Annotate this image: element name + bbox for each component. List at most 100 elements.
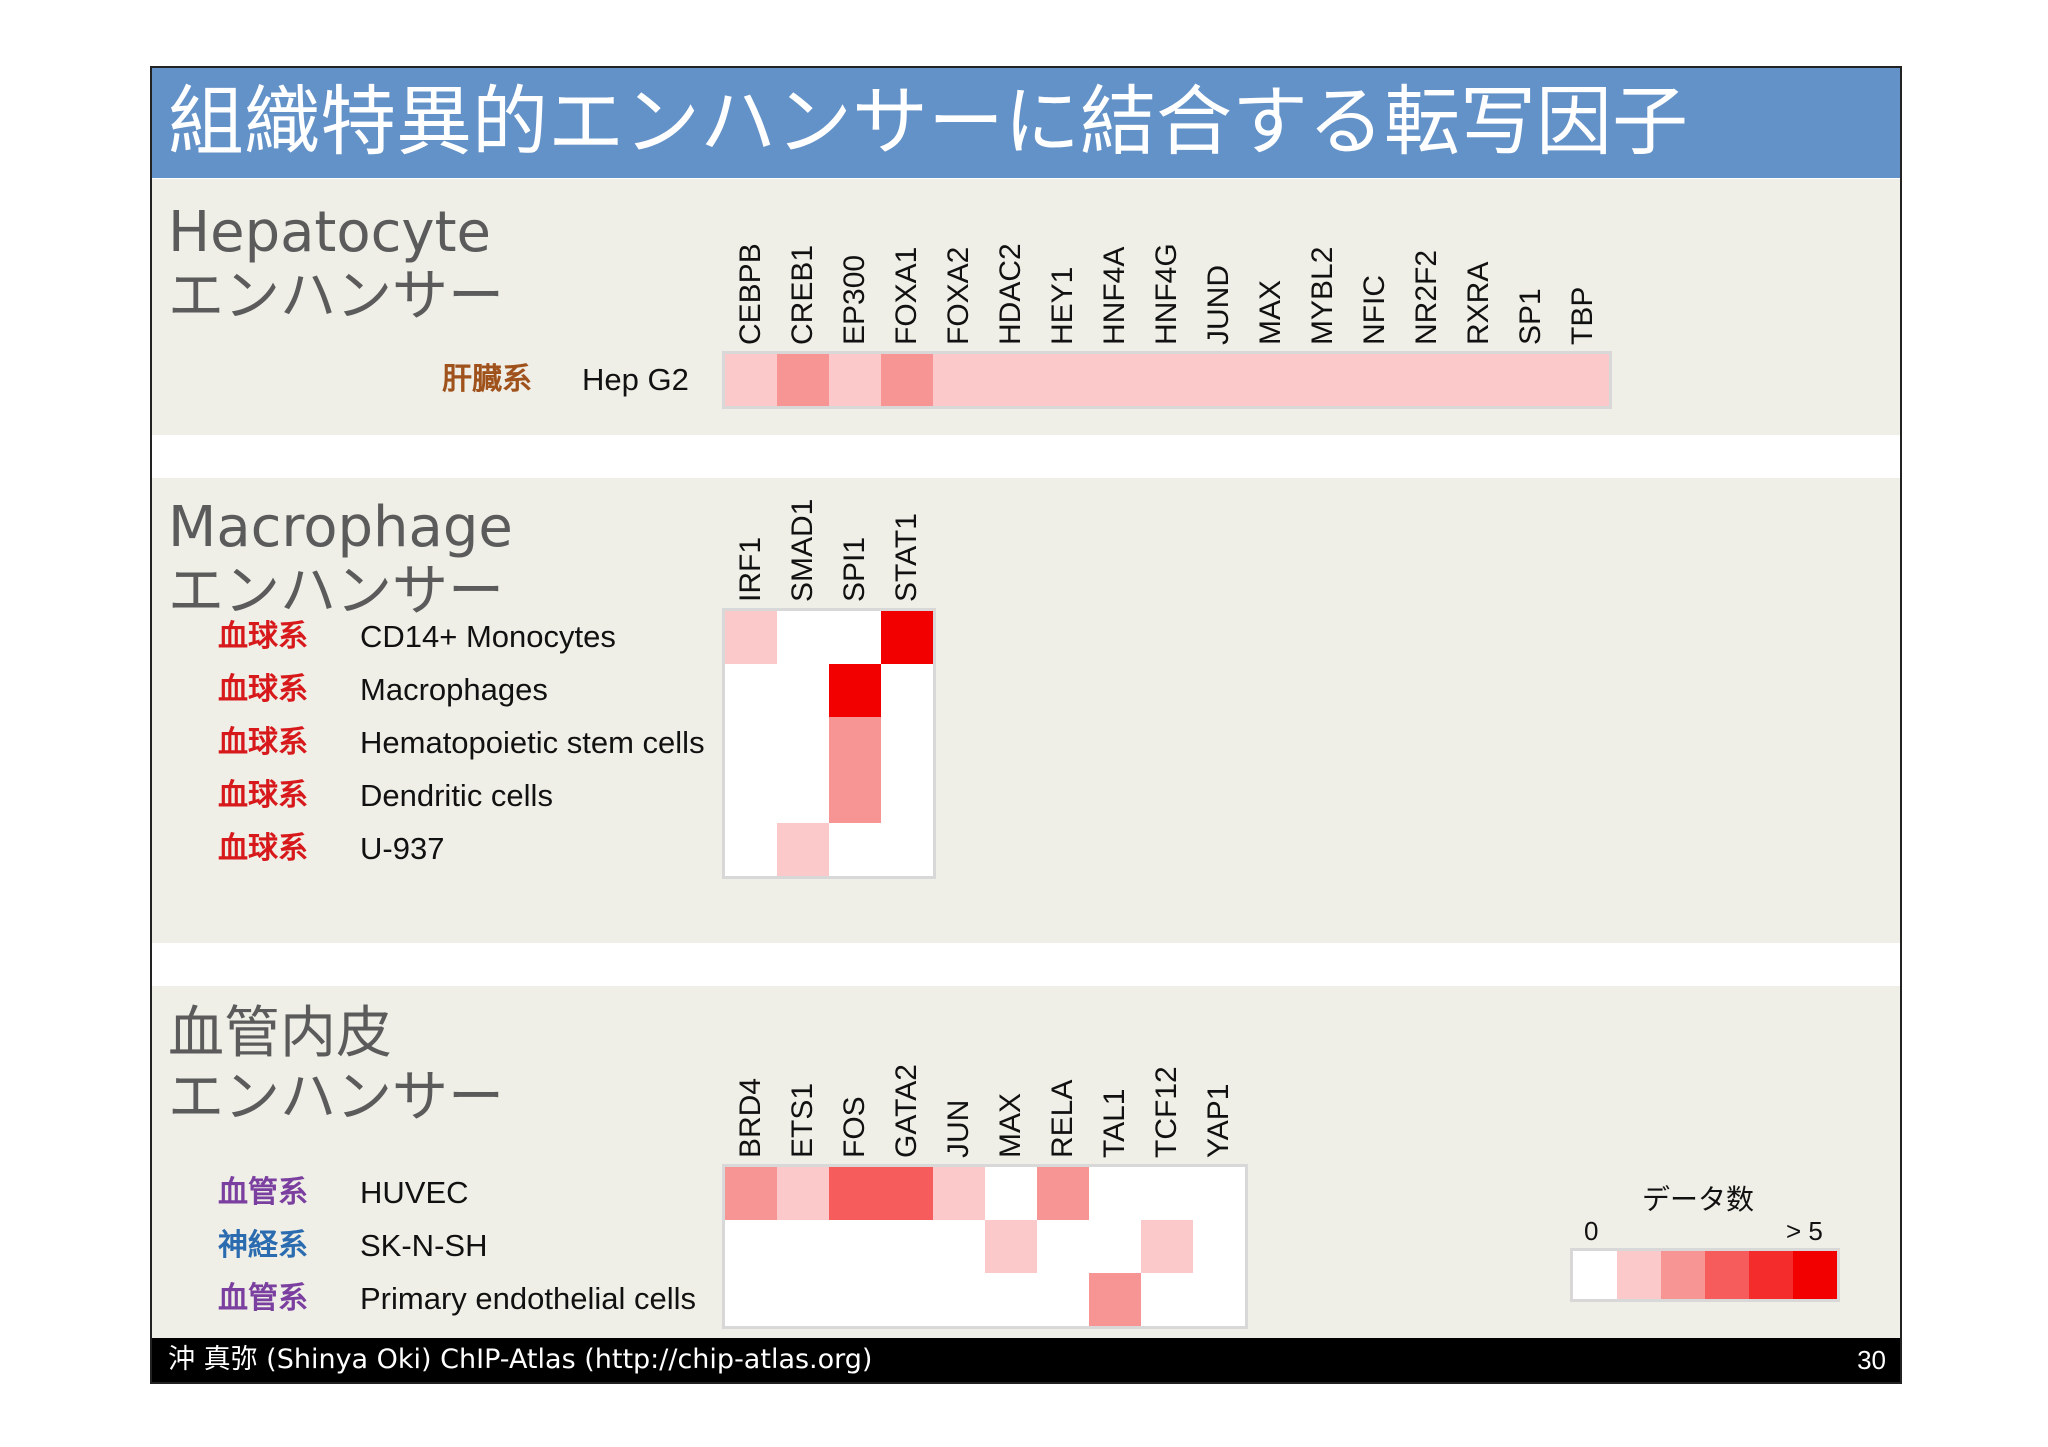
column-label-hdac2: HDAC2 bbox=[994, 243, 1027, 345]
panel-title-line-1: Macrophage bbox=[168, 495, 513, 560]
column-label-sp1: SP1 bbox=[1514, 288, 1547, 345]
heatmap-cell bbox=[1193, 354, 1245, 406]
heatmap-cell bbox=[829, 664, 881, 717]
heatmap-cell bbox=[777, 1273, 829, 1326]
heatmap-grid bbox=[722, 608, 936, 879]
legend-swatch bbox=[1749, 1251, 1793, 1299]
title-bar: 組織特異的エンハンサーに結合する転写因子 bbox=[152, 68, 1900, 178]
column-label-fos: FOS bbox=[838, 1096, 871, 1158]
column-label-tbp: TBP bbox=[1566, 286, 1599, 345]
heatmap-cell bbox=[1037, 1273, 1089, 1326]
slide-title: 組織特異的エンハンサーに結合する転写因子 bbox=[168, 77, 1688, 166]
heatmap-cell bbox=[881, 1273, 933, 1326]
column-label-hey1: HEY1 bbox=[1046, 266, 1079, 345]
heatmap-cell bbox=[933, 1167, 985, 1220]
heatmap-cell bbox=[933, 354, 985, 406]
heatmap-cell bbox=[725, 717, 777, 770]
heatmap-cell bbox=[1453, 354, 1505, 406]
heatmap-cell bbox=[725, 1273, 777, 1326]
panel-title-line-2: エンハンサー bbox=[168, 264, 504, 329]
panel-title-line-1: 血管内皮 bbox=[168, 1001, 392, 1066]
heatmap-cell bbox=[777, 1167, 829, 1220]
row-system-label: 血管系 bbox=[218, 1281, 308, 1316]
row-system-label: 肝臓系 bbox=[442, 362, 532, 397]
footer-text: 沖 真弥 (Shinya Oki) ChIP-Atlas (http://chi… bbox=[168, 1344, 873, 1375]
heatmap-cell bbox=[881, 823, 933, 876]
panel-title-line-1: Hepatocyte bbox=[168, 200, 491, 265]
heatmap-cell bbox=[1245, 354, 1297, 406]
heatmap-cell bbox=[829, 770, 881, 823]
heatmap-cell bbox=[1037, 354, 1089, 406]
row-cell-type-label: U-937 bbox=[360, 831, 445, 866]
heatmap-cell bbox=[829, 1220, 881, 1273]
heatmap-grid bbox=[722, 351, 1612, 409]
legend-swatch bbox=[1617, 1251, 1661, 1299]
heatmap-cell bbox=[985, 1167, 1037, 1220]
column-label-nfic: NFIC bbox=[1358, 275, 1391, 345]
panel-title-macrophage: Macrophage エンハンサー bbox=[168, 496, 513, 624]
legend-title: データ数 bbox=[1642, 1183, 1755, 1216]
panel-title-line-2: エンハンサー bbox=[168, 559, 504, 624]
heatmap-cell bbox=[1089, 1273, 1141, 1326]
column-label-nr2f2: NR2F2 bbox=[1410, 249, 1443, 345]
heatmap-cell bbox=[1141, 1220, 1193, 1273]
heatmap-cell bbox=[933, 1220, 985, 1273]
column-label-mybl2: MYBL2 bbox=[1306, 246, 1339, 345]
column-label-rxra: RXRA bbox=[1462, 261, 1495, 345]
column-label-jun: JUN bbox=[942, 1099, 975, 1158]
heatmap-cell bbox=[1557, 354, 1609, 406]
column-label-yap1: YAP1 bbox=[1202, 1083, 1235, 1159]
heatmap-cell bbox=[1349, 354, 1401, 406]
column-label-max: MAX bbox=[1254, 279, 1287, 345]
heatmap-cell bbox=[881, 664, 933, 717]
panel-title-endothelial: 血管内皮 エンハンサー bbox=[168, 1002, 504, 1130]
legend-min-label: 0 bbox=[1584, 1216, 1599, 1246]
heatmap-cell bbox=[777, 717, 829, 770]
heatmap-cell bbox=[1089, 1167, 1141, 1220]
heatmap-cell bbox=[1037, 1167, 1089, 1220]
heatmap-cell bbox=[881, 354, 933, 406]
heatmap-cell bbox=[881, 770, 933, 823]
column-label-foxa1: FOXA1 bbox=[890, 246, 923, 345]
legend-swatch bbox=[1793, 1251, 1837, 1299]
column-label-gata2: GATA2 bbox=[890, 1064, 923, 1158]
column-label-smad1: SMAD1 bbox=[786, 498, 819, 602]
macrophage-panel: Macrophage エンハンサー IRF1 SMAD1 SPI1 STAT1 血球系 C… bbox=[152, 478, 1900, 943]
row-cell-type-label: CD14+ Monocytes bbox=[360, 619, 616, 654]
heatmap-cell bbox=[725, 1167, 777, 1220]
row-cell-type-label: Primary endothelial cells bbox=[360, 1281, 696, 1316]
heatmap-cell bbox=[881, 717, 933, 770]
heatmap-cell bbox=[777, 354, 829, 406]
heatmap-grid bbox=[722, 1164, 1248, 1329]
column-label-tcf12: TCF12 bbox=[1150, 1066, 1183, 1158]
row-cell-type-label: Macrophages bbox=[360, 672, 548, 707]
row-system-label: 血球系 bbox=[218, 831, 308, 866]
column-label-tal1: TAL1 bbox=[1098, 1088, 1131, 1158]
heatmap-cell bbox=[829, 1273, 881, 1326]
heatmap-cell bbox=[725, 770, 777, 823]
heatmap-cell bbox=[985, 1220, 1037, 1273]
heatmap-cell bbox=[1141, 354, 1193, 406]
heatmap-cell bbox=[829, 823, 881, 876]
row-system-label: 血球系 bbox=[218, 778, 308, 813]
slide: 組織特異的エンハンサーに結合する転写因子 Hepatocyte エンハンサー C… bbox=[150, 66, 1902, 1384]
row-cell-type-label: Dendritic cells bbox=[360, 778, 553, 813]
heatmap-cell bbox=[829, 1167, 881, 1220]
row-cell-type-label: Hep G2 bbox=[582, 362, 689, 397]
heatmap-cell bbox=[725, 664, 777, 717]
row-cell-type-label: Hematopoietic stem cells bbox=[360, 725, 705, 760]
page-number: 30 bbox=[1857, 1345, 1886, 1375]
row-system-label: 神経系 bbox=[218, 1228, 308, 1263]
heatmap-cell bbox=[1141, 1273, 1193, 1326]
heatmap-cell bbox=[933, 1273, 985, 1326]
heatmap-cell bbox=[881, 611, 933, 664]
column-label-hnf4a: HNF4A bbox=[1098, 246, 1131, 345]
column-label-hnf4g: HNF4G bbox=[1150, 243, 1183, 345]
footer: 沖 真弥 (Shinya Oki) ChIP-Atlas (http://chi… bbox=[152, 1338, 1900, 1382]
row-cell-type-label: SK-N-SH bbox=[360, 1228, 488, 1263]
column-label-foxa2: FOXA2 bbox=[942, 246, 975, 345]
row-cell-type-label: HUVEC bbox=[360, 1175, 469, 1210]
heatmap-cell bbox=[777, 1220, 829, 1273]
heatmap-cell bbox=[777, 611, 829, 664]
heatmap-cell bbox=[985, 1273, 1037, 1326]
